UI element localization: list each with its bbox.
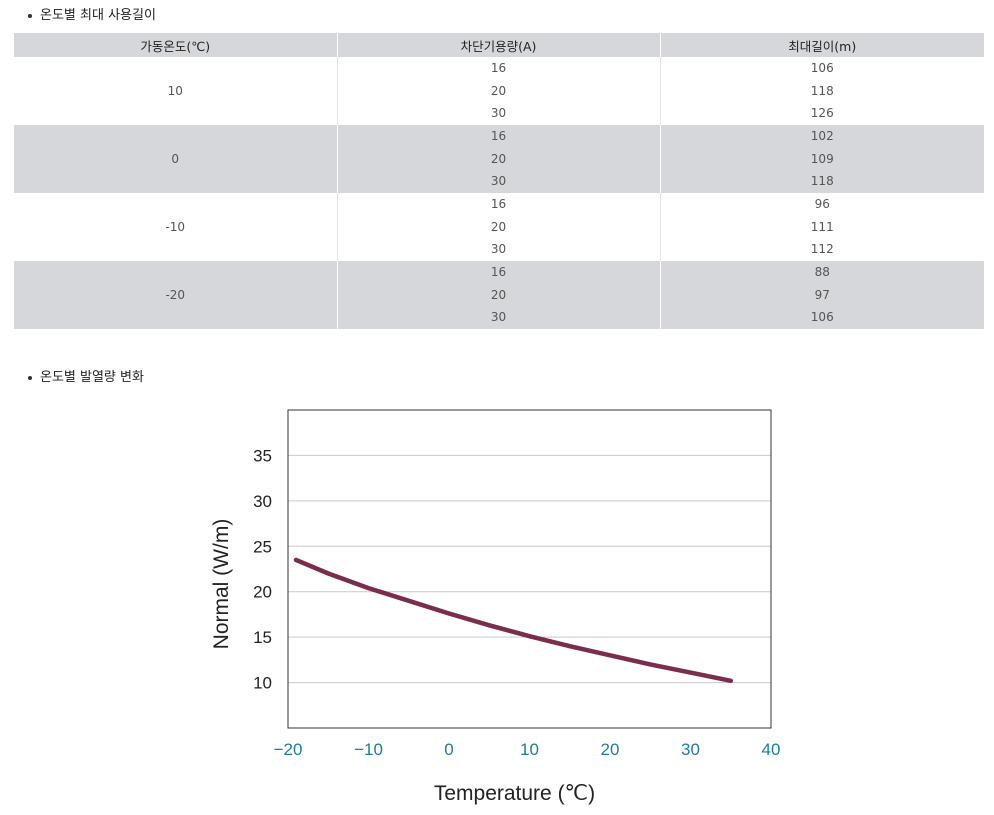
x-tick-label: 0 [444, 740, 453, 759]
length-value: 106 [810, 310, 834, 325]
breaker-value: 30 [490, 310, 507, 325]
y-tick-label: 35 [253, 446, 272, 465]
y-tick-label: 15 [253, 628, 272, 647]
x-tick-label: −10 [354, 740, 383, 759]
table-title-text: 온도별 최대 사용길이 [40, 8, 156, 23]
breaker-value: 30 [490, 106, 507, 121]
header-breaker: 차단기용량(A) [337, 33, 661, 57]
length-value: 96 [814, 197, 830, 212]
length-value: 111 [810, 219, 834, 234]
length-cell: 88 97 106 [660, 261, 984, 329]
table-header-row: 가동온도(℃) 차단기용량(A) 최대길이(m) [14, 33, 984, 57]
y-tick-label: 25 [253, 537, 272, 556]
temp-cell: -10 [14, 193, 338, 261]
breaker-value: 16 [490, 197, 507, 212]
length-value: 118 [810, 174, 834, 189]
bullet-icon [28, 375, 32, 380]
x-tick-label: 20 [601, 740, 620, 759]
header-max-length: 최대길이(m) [660, 33, 984, 57]
grid-lines [288, 454, 771, 684]
x-tick-label: 40 [762, 740, 781, 759]
x-axis-label: Temperature (℃) [434, 782, 595, 805]
y-tick-labels: 10 15 20 25 30 35 [253, 446, 272, 692]
x-tick-label: −20 [274, 740, 303, 759]
y-tick-label: 20 [253, 583, 272, 602]
breaker-value: 30 [490, 242, 507, 257]
length-cell: 96 111 112 [660, 193, 984, 261]
breaker-value: 20 [490, 83, 507, 98]
length-value: 88 [814, 265, 830, 280]
breaker-cell: 16 20 30 [337, 57, 661, 125]
length-value: 112 [810, 242, 834, 257]
temp-cell: 0 [14, 125, 338, 193]
breaker-value: 20 [490, 151, 507, 166]
breaker-value: 16 [490, 265, 507, 280]
x-tick-label: 30 [681, 740, 700, 759]
length-value: 102 [810, 129, 834, 144]
bullet-icon [28, 13, 32, 18]
table-row: 10 16 20 30 106 118 126 [14, 57, 984, 125]
length-value: 106 [810, 61, 834, 76]
table-row: -10 16 20 30 96 111 112 [14, 193, 984, 261]
table-section-title: 온도별 최대 사용길이 [28, 4, 156, 23]
length-value: 97 [814, 287, 830, 302]
breaker-value: 30 [490, 174, 507, 189]
table-row: 0 16 20 30 102 109 118 [14, 125, 984, 193]
header-temp: 가동온도(℃) [14, 33, 338, 57]
heat-output-chart: 10 15 20 25 30 35 −20 −10 0 10 20 30 40 Normal (W/m… [210, 409, 781, 805]
breaker-value: 16 [490, 129, 507, 144]
breaker-cell: 16 20 30 [337, 261, 661, 329]
chart-title-text: 온도별 발열량 변화 [40, 370, 144, 385]
plot-frame [287, 409, 772, 729]
max-length-table: 가동온도(℃) 차단기용량(A) 최대길이(m) 10 16 20 30 106… [14, 33, 984, 329]
chart-section-title: 온도별 발열량 변화 [28, 366, 144, 385]
length-value: 126 [810, 106, 834, 121]
length-value: 118 [810, 83, 834, 98]
x-tick-labels: −20 −10 0 10 20 30 40 [274, 740, 781, 759]
series-line [293, 557, 734, 684]
breaker-cell: 16 20 30 [337, 125, 661, 193]
y-tick-label: 10 [253, 674, 272, 693]
breaker-value: 20 [490, 287, 507, 302]
length-cell: 102 109 118 [660, 125, 984, 193]
breaker-value: 16 [490, 61, 507, 76]
breaker-value: 20 [490, 219, 507, 234]
temp-cell: 10 [14, 57, 338, 125]
table-row: -20 16 20 30 88 97 106 [14, 261, 984, 329]
temp-cell: -20 [14, 261, 338, 329]
y-tick-label: 30 [253, 492, 272, 511]
breaker-cell: 16 20 30 [337, 193, 661, 261]
length-cell: 106 118 126 [660, 57, 984, 125]
x-tick-label: 10 [520, 740, 539, 759]
length-value: 109 [810, 151, 834, 166]
y-axis-label: Normal (W/m) [210, 519, 233, 650]
